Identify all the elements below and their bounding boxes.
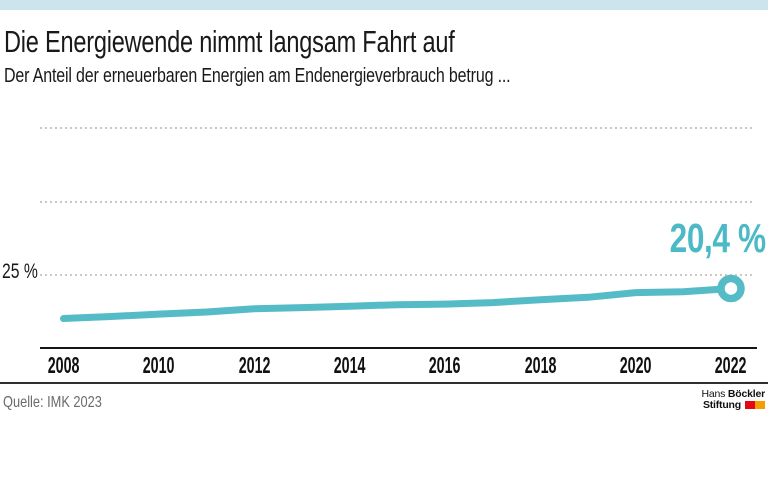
x-tick-label-2014: 2014 (333, 352, 366, 378)
logo-stiftung-label: Stiftung (702, 399, 741, 411)
x-tick-label-2022: 2022 (715, 352, 747, 378)
x-tick-label-2008: 2008 (47, 352, 80, 378)
end-value-label: 20,4 % (670, 215, 766, 261)
x-tick-label-2012: 2012 (238, 352, 271, 378)
logo-line-2: Stiftung (701, 400, 765, 411)
logo-orange-square (755, 401, 765, 409)
logo-name-regular: Hans (701, 388, 726, 400)
footer-divider (0, 382, 768, 384)
chart-subtitle: Der Anteil der erneuerbaren Energien am … (4, 65, 511, 87)
source-note: Quelle: IMK 2023 (3, 394, 102, 411)
x-tick-label-2020: 2020 (619, 352, 652, 378)
x-axis-line (40, 347, 757, 349)
x-tick-label-2018: 2018 (524, 352, 557, 378)
gridline-75pct (40, 127, 753, 129)
chart-title: Die Energiewende nimmt langsam Fahrt auf (4, 24, 455, 59)
trend-line (60, 285, 735, 322)
end-marker-ring (717, 274, 745, 303)
x-tick-label-2016: 2016 (429, 352, 461, 378)
gridline-50pct (40, 200, 753, 203)
x-tick-label-2010: 2010 (143, 352, 175, 378)
logo-line-1: Hans Böckler (701, 389, 765, 400)
logo-name-bold: Böckler (727, 388, 765, 400)
y-axis-tick-label: 25 % (2, 260, 38, 283)
top-accent-bar (0, 0, 768, 10)
hans-boeckler-stiftung-logo: Hans Böckler Stiftung (701, 389, 765, 411)
logo-red-square (745, 401, 755, 409)
gridline-25pct (40, 274, 753, 276)
